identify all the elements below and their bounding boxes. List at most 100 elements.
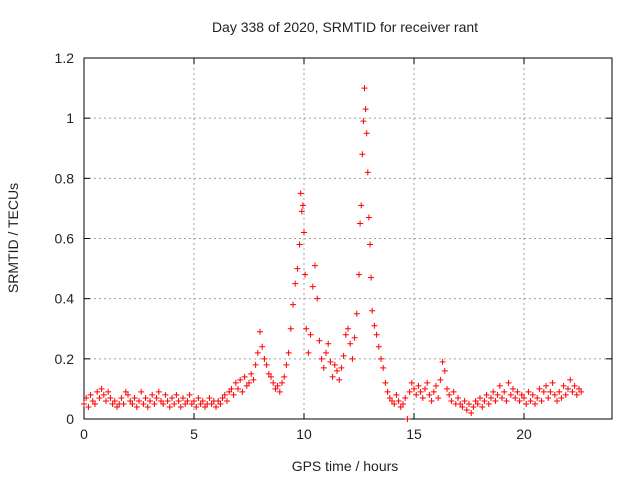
data-point [334,367,340,374]
data-point [371,322,378,329]
data-point [232,379,239,386]
y-axis-label: SRMTID / TECUs [5,183,21,293]
data-point [433,382,439,389]
data-points [81,85,585,422]
data-point [545,394,552,401]
data-point [554,397,560,404]
data-point [360,118,367,125]
data-point [516,397,523,404]
data-point [501,388,508,395]
data-point [250,376,257,383]
data-point [186,391,193,398]
data-point [202,403,208,410]
y-tick-label: 0.4 [55,291,75,307]
data-point [488,394,494,401]
data-point [158,397,164,404]
data-point [182,400,189,407]
data-point [199,397,206,404]
data-point [109,400,116,407]
data-point [257,328,263,335]
data-point [419,394,426,401]
data-point [81,400,87,407]
data-point [496,382,503,389]
data-point [309,283,316,290]
data-point [125,391,131,398]
data-point [543,382,549,389]
data-point [411,385,417,392]
data-point [358,202,365,209]
data-point [219,394,226,401]
data-point [446,391,453,398]
data-point [239,388,246,395]
data-point [503,397,510,404]
data-point [417,388,424,395]
data-point [151,400,158,407]
data-point [349,355,356,362]
data-point [347,340,354,347]
data-point [375,343,382,350]
data-point [92,400,98,407]
data-point [459,403,466,410]
x-tick-label: 15 [406,426,422,442]
data-point [510,385,516,392]
data-point [353,310,360,317]
data-point [402,394,409,401]
data-point [175,397,182,404]
plot-frame [83,57,613,420]
data-point [536,385,543,392]
data-point [529,391,536,398]
data-point [254,349,261,356]
data-point [318,355,325,362]
data-point [294,265,301,272]
data-point [133,403,140,410]
y-tick-labels: 0 0.2 0.4 0.6 0.8 1 1.2 [55,50,75,427]
data-point [455,394,461,401]
data-point [573,391,580,398]
data-point [457,400,464,407]
data-point [426,391,433,398]
data-point [142,394,149,401]
y-tick-label: 1.2 [55,50,75,66]
data-point [287,325,294,332]
data-point [424,379,431,386]
data-point [336,376,343,383]
data-point [325,340,332,347]
data-point [177,403,184,410]
data-point [312,262,318,269]
data-point [430,388,437,395]
data-point [292,280,299,287]
data-point [558,394,565,401]
data-point [226,388,233,395]
data-point [184,397,191,404]
data-point [463,406,470,413]
data-point [363,130,370,137]
data-point [450,388,457,395]
data-point [514,388,521,395]
data-point [195,394,202,401]
data-point [160,400,167,407]
data-point [235,385,241,392]
x-tick-labels: 0 5 10 15 20 [80,426,532,442]
data-point [131,394,138,401]
data-point [342,331,349,338]
data-point [270,379,277,386]
data-point [274,382,281,389]
data-point [296,241,303,248]
data-point [166,403,173,410]
data-point [365,214,372,221]
data-point [492,397,499,404]
y-tick-label: 0.2 [55,351,75,367]
data-point [479,403,486,410]
data-point [331,361,338,368]
data-point [298,208,305,215]
data-point [466,400,472,407]
y-tick-label: 0.6 [55,231,75,247]
data-point [153,394,160,401]
data-point [285,349,292,356]
data-point [114,403,120,410]
data-point [217,400,224,407]
data-point [400,400,406,407]
data-point [521,394,527,401]
data-point [241,373,248,380]
